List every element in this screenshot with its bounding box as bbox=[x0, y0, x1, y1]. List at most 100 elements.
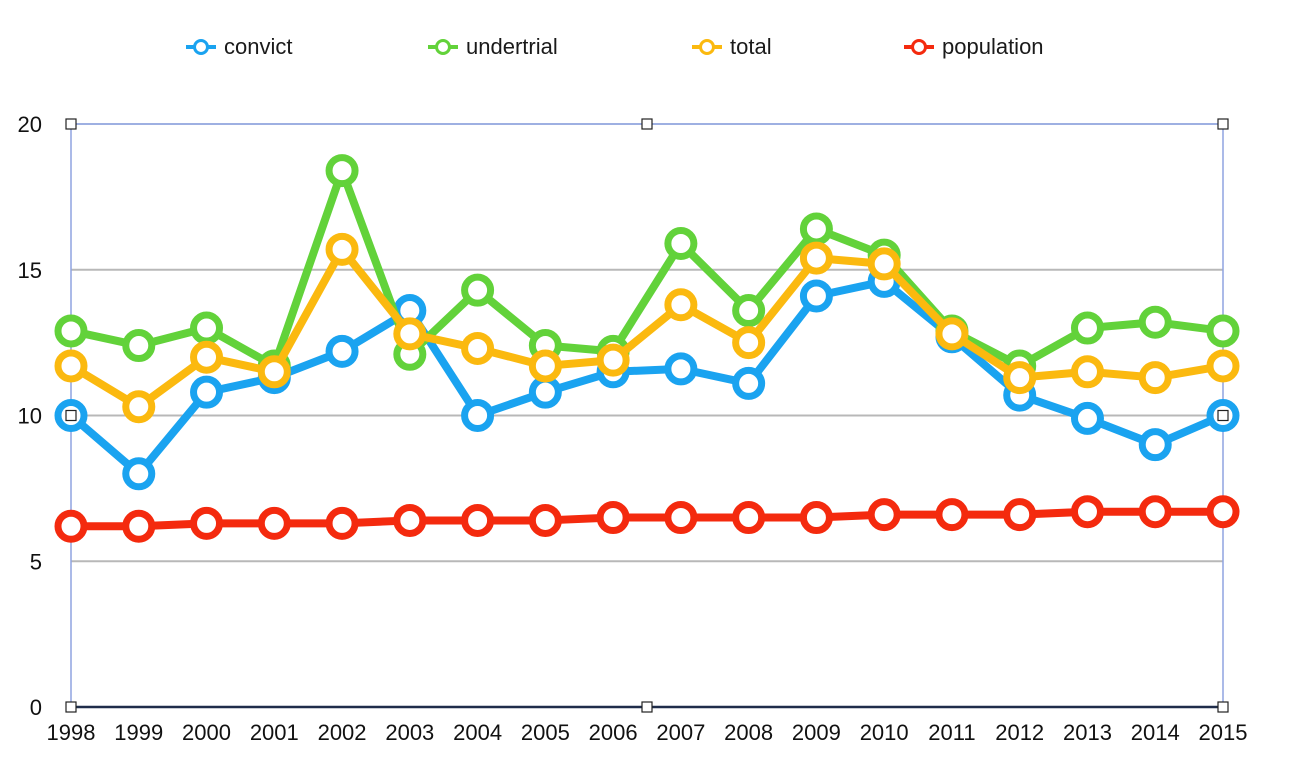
data-point-convict bbox=[122, 457, 156, 491]
y-tick-label: 10 bbox=[18, 404, 42, 429]
series-total bbox=[54, 232, 1240, 424]
selection-handle bbox=[1217, 701, 1229, 713]
data-point-population bbox=[528, 503, 562, 537]
legend-item-population: population bbox=[904, 30, 1044, 64]
data-point-total bbox=[257, 355, 291, 389]
series-population bbox=[54, 495, 1240, 543]
y-tick-label: 0 bbox=[30, 695, 42, 720]
data-point-total bbox=[1138, 361, 1172, 395]
legend-marker-undertrial bbox=[428, 38, 458, 56]
x-tick-label: 1998 bbox=[47, 720, 96, 745]
data-point-undertrial bbox=[732, 294, 766, 328]
data-point-population bbox=[596, 501, 630, 535]
legend-marker-population bbox=[904, 38, 934, 56]
x-tick-label: 2000 bbox=[182, 720, 231, 745]
data-point-total bbox=[528, 349, 562, 383]
legend-item-total: total bbox=[692, 30, 772, 64]
selection-handle bbox=[65, 118, 77, 130]
x-tick-label: 2010 bbox=[860, 720, 909, 745]
x-tick-label: 2005 bbox=[521, 720, 570, 745]
y-tick-label: 15 bbox=[18, 258, 42, 283]
data-point-undertrial bbox=[799, 212, 833, 246]
data-point-population bbox=[1206, 495, 1240, 529]
selection-handle bbox=[641, 118, 653, 130]
data-point-population bbox=[54, 509, 88, 543]
x-tick-label: 2007 bbox=[656, 720, 705, 745]
data-point-total bbox=[190, 340, 224, 374]
legend-item-convict: convict bbox=[186, 30, 293, 64]
x-tick-label: 2002 bbox=[318, 720, 367, 745]
data-point-population bbox=[935, 498, 969, 532]
chart-legend: convict undertrial total population bbox=[0, 30, 1298, 64]
data-point-total bbox=[461, 331, 495, 365]
data-point-convict bbox=[732, 366, 766, 400]
legend-label-total: total bbox=[730, 34, 772, 59]
legend-label-convict: convict bbox=[224, 34, 293, 59]
data-point-population bbox=[122, 509, 156, 543]
data-point-undertrial bbox=[325, 154, 359, 188]
data-point-undertrial bbox=[1206, 314, 1240, 348]
x-tick-label: 2011 bbox=[928, 720, 975, 745]
legend-marker-convict bbox=[186, 38, 216, 56]
data-point-total bbox=[596, 343, 630, 377]
data-point-convict bbox=[1138, 428, 1172, 462]
y-tick-label: 20 bbox=[18, 112, 42, 137]
x-tick-label: 2009 bbox=[792, 720, 841, 745]
x-tick-label: 1999 bbox=[114, 720, 163, 745]
selection-handle bbox=[65, 409, 77, 422]
data-point-population bbox=[257, 506, 291, 540]
data-point-convict bbox=[799, 279, 833, 313]
data-point-convict bbox=[461, 399, 495, 432]
data-point-undertrial bbox=[54, 314, 88, 348]
data-point-convict bbox=[325, 334, 359, 368]
data-point-total bbox=[1206, 349, 1240, 383]
data-point-undertrial bbox=[461, 273, 495, 307]
x-tick-label: 2014 bbox=[1131, 720, 1180, 745]
data-point-population bbox=[799, 501, 833, 535]
selection-handle bbox=[1217, 118, 1229, 130]
x-tick-label: 2013 bbox=[1063, 720, 1112, 745]
x-tick-label: 2012 bbox=[995, 720, 1044, 745]
data-point-population bbox=[190, 506, 224, 540]
data-point-population bbox=[461, 503, 495, 537]
data-point-population bbox=[664, 501, 698, 535]
data-point-total bbox=[1003, 361, 1037, 395]
data-point-convict bbox=[664, 352, 698, 386]
x-tick-label: 2015 bbox=[1199, 720, 1248, 745]
series-undertrial bbox=[54, 154, 1240, 383]
data-point-undertrial bbox=[122, 329, 156, 363]
data-point-total bbox=[1070, 355, 1104, 389]
data-point-undertrial bbox=[1138, 305, 1172, 339]
x-tick-label: 2001 bbox=[250, 720, 299, 745]
selection-handle bbox=[1217, 409, 1229, 422]
data-point-total bbox=[732, 326, 766, 360]
selection-handle bbox=[641, 701, 653, 713]
selection-handle bbox=[65, 701, 77, 713]
data-point-undertrial bbox=[664, 227, 698, 261]
legend-marker-total bbox=[692, 38, 722, 56]
legend-item-undertrial: undertrial bbox=[428, 30, 558, 64]
data-point-population bbox=[867, 498, 901, 532]
x-tick-label: 2004 bbox=[453, 720, 502, 745]
data-point-total bbox=[54, 349, 88, 383]
data-point-population bbox=[1138, 495, 1172, 529]
data-point-undertrial bbox=[190, 311, 224, 345]
x-tick-label: 2006 bbox=[589, 720, 638, 745]
data-point-undertrial bbox=[1070, 311, 1104, 345]
data-point-total bbox=[122, 390, 156, 424]
legend-label-population: population bbox=[942, 34, 1044, 59]
data-point-total bbox=[664, 288, 698, 322]
data-point-population bbox=[325, 506, 359, 540]
data-point-convict bbox=[190, 375, 224, 409]
data-point-total bbox=[325, 232, 359, 266]
data-point-total bbox=[799, 241, 833, 275]
series-line-population bbox=[67, 507, 1227, 531]
data-point-population bbox=[732, 501, 766, 535]
data-point-population bbox=[393, 503, 427, 537]
data-point-total bbox=[935, 317, 969, 351]
y-tick-label: 5 bbox=[30, 549, 42, 574]
x-tick-label: 2003 bbox=[385, 720, 434, 745]
data-point-total bbox=[867, 247, 901, 281]
data-point-convict bbox=[1070, 401, 1104, 435]
